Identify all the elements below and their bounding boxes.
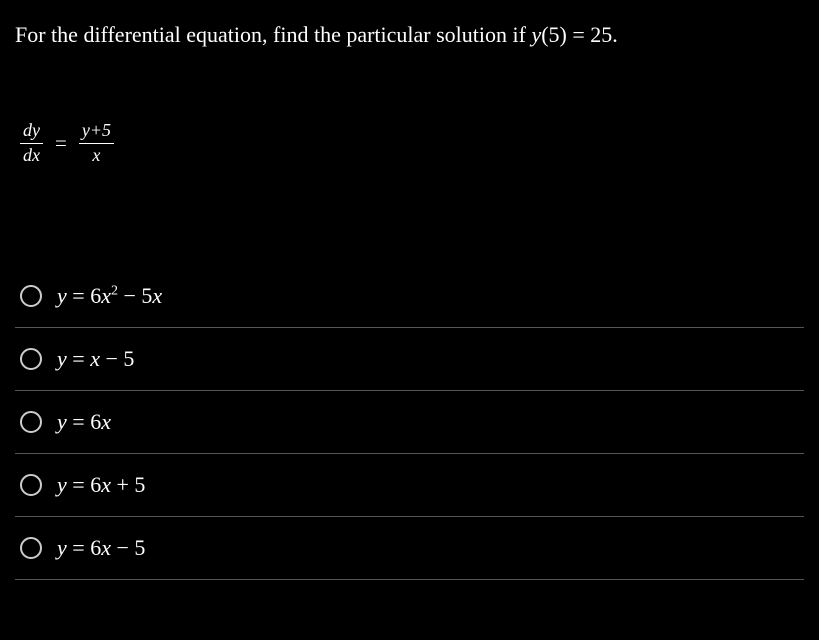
opt4-eq: =: [67, 472, 90, 497]
question-prefix: For the differential equation, find the …: [15, 22, 531, 47]
lhs-denominator: dx: [20, 144, 43, 166]
opt5-eq: =: [67, 535, 90, 560]
rhs-numerator: y+5: [79, 121, 114, 144]
radio-icon: [20, 537, 42, 559]
opt2-x: x: [90, 346, 100, 371]
option-5-text: y = 6x − 5: [57, 535, 145, 561]
opt2-eq: =: [67, 346, 90, 371]
question-text: For the differential equation, find the …: [15, 20, 804, 51]
opt1-x2: x: [152, 283, 162, 308]
option-1-text: y = 6x2 − 5x: [57, 283, 162, 309]
equals-sign: =: [55, 131, 67, 156]
lhs-numerator: dy: [20, 121, 43, 144]
question-var: y: [531, 22, 541, 47]
opt3-eq: =: [67, 409, 90, 434]
differential-equation: dy dx = y+5 x: [15, 121, 804, 166]
opt1-y: y: [57, 283, 67, 308]
opt3-coef: 6: [90, 409, 101, 434]
opt1-exp: 2: [111, 284, 118, 299]
opt2-rest: − 5: [100, 346, 134, 371]
options-list: y = 6x2 − 5x y = x − 5 y = 6x y = 6x + 5…: [15, 265, 804, 580]
opt5-coef: 6: [90, 535, 101, 560]
opt3-x: x: [101, 409, 111, 434]
option-3-text: y = 6x: [57, 409, 111, 435]
opt2-y: y: [57, 346, 67, 371]
radio-icon: [20, 474, 42, 496]
opt3-y: y: [57, 409, 67, 434]
radio-icon: [20, 411, 42, 433]
opt5-x: x: [101, 535, 111, 560]
radio-icon: [20, 348, 42, 370]
opt1-eq: =: [67, 283, 90, 308]
option-2[interactable]: y = x − 5: [15, 328, 804, 391]
opt1-x: x: [101, 283, 111, 308]
option-2-text: y = x − 5: [57, 346, 134, 372]
option-4[interactable]: y = 6x + 5: [15, 454, 804, 517]
rhs-fraction: y+5 x: [79, 121, 114, 166]
opt5-y: y: [57, 535, 67, 560]
opt4-rest: + 5: [111, 472, 145, 497]
option-1[interactable]: y = 6x2 − 5x: [15, 265, 804, 328]
opt4-x: x: [101, 472, 111, 497]
lhs-fraction: dy dx: [20, 121, 43, 166]
option-3[interactable]: y = 6x: [15, 391, 804, 454]
option-4-text: y = 6x + 5: [57, 472, 145, 498]
option-5[interactable]: y = 6x − 5: [15, 517, 804, 580]
question-condition: (5) = 25.: [541, 22, 618, 47]
opt5-rest: − 5: [111, 535, 145, 560]
rhs-denominator: x: [89, 144, 103, 166]
opt1-rest: − 5: [118, 283, 152, 308]
opt4-y: y: [57, 472, 67, 497]
radio-icon: [20, 285, 42, 307]
opt1-coef: 6: [90, 283, 101, 308]
opt4-coef: 6: [90, 472, 101, 497]
